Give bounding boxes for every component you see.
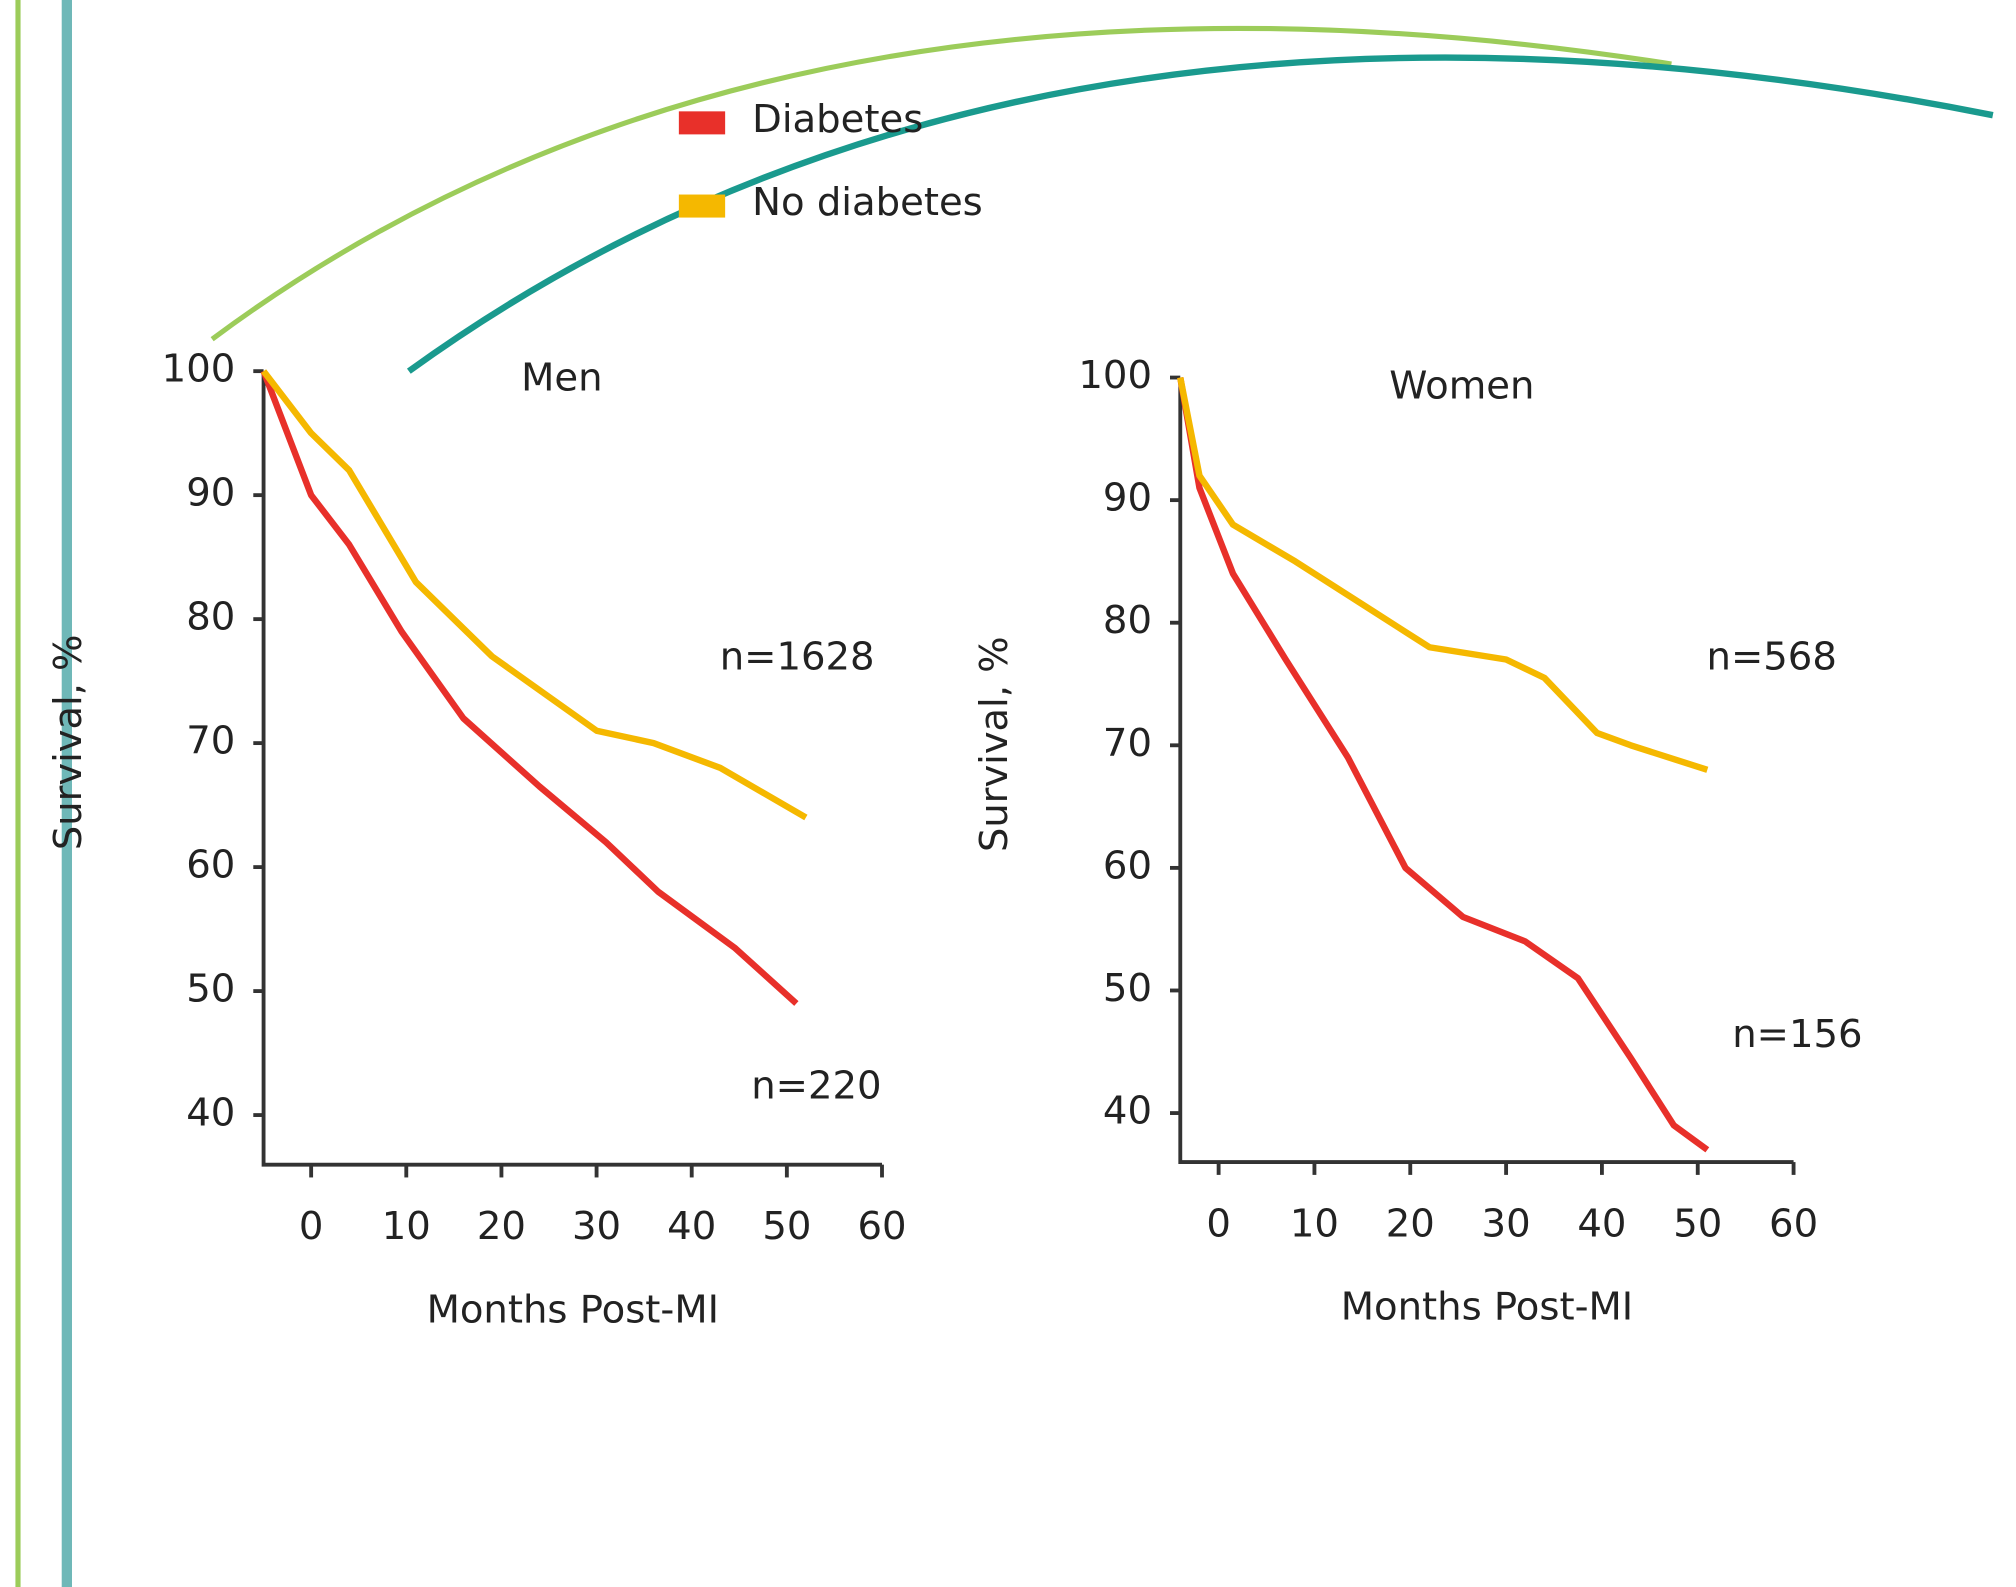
- chart-title: Men: [521, 356, 602, 401]
- axis: [1178, 377, 1794, 1165]
- decor-arc: [406, 54, 1994, 374]
- y-tick-label: 70: [186, 719, 235, 764]
- x-tick-label: 0: [299, 1204, 324, 1249]
- y-axis-label: Survival, %: [46, 634, 91, 850]
- y-tick-label: 70: [1103, 721, 1152, 766]
- decor-arc: [210, 25, 1672, 342]
- y-tick-label: 50: [1103, 966, 1152, 1011]
- axis: [261, 371, 883, 1167]
- y-tick-label: 100: [1078, 353, 1152, 398]
- series-line: [1177, 377, 1710, 1153]
- x-tick-label: 20: [1386, 1202, 1435, 1247]
- legend-label: No diabetes: [752, 180, 983, 225]
- annotation: n=156: [1732, 1012, 1862, 1057]
- legend-swatch: [678, 111, 726, 135]
- x-tick-label: 40: [667, 1204, 716, 1249]
- y-tick-label: 80: [186, 595, 235, 640]
- x-axis-label: Months Post-MI: [427, 1287, 719, 1332]
- annotation: n=1628: [720, 635, 875, 680]
- legend-label: Diabetes: [752, 97, 923, 142]
- x-tick-label: 50: [762, 1204, 811, 1249]
- chart-title: Women: [1389, 363, 1534, 408]
- legend-swatch: [678, 194, 726, 218]
- x-tick-label: 50: [1673, 1202, 1722, 1247]
- y-tick-label: 90: [1103, 476, 1152, 521]
- y-tick-label: 60: [1103, 843, 1152, 888]
- series-line: [260, 370, 799, 1006]
- y-tick-label: 80: [1103, 598, 1152, 643]
- x-tick-label: 30: [572, 1204, 621, 1249]
- series-line: [1177, 376, 1709, 773]
- y-tick-label: 100: [162, 347, 236, 392]
- x-tick-label: 30: [1482, 1202, 1531, 1247]
- y-axis-label: Survival, %: [972, 636, 1017, 852]
- x-tick-label: 10: [1290, 1202, 1339, 1247]
- x-tick-label: 10: [382, 1204, 431, 1249]
- y-tick-label: 60: [186, 843, 235, 888]
- x-tick-label: 60: [1769, 1202, 1818, 1247]
- x-tick-label: 60: [857, 1204, 906, 1249]
- x-tick-label: 20: [477, 1204, 526, 1249]
- x-tick-label: 0: [1206, 1202, 1231, 1247]
- annotation: n=220: [751, 1063, 881, 1108]
- y-tick-label: 90: [186, 471, 235, 516]
- annotation: n=568: [1707, 635, 1837, 680]
- y-tick-label: 50: [186, 967, 235, 1012]
- series-line: [261, 369, 808, 821]
- y-tick-label: 40: [186, 1091, 235, 1136]
- x-tick-label: 40: [1577, 1202, 1626, 1247]
- y-tick-label: 40: [1103, 1089, 1152, 1134]
- x-axis-label: Months Post-MI: [1341, 1285, 1633, 1330]
